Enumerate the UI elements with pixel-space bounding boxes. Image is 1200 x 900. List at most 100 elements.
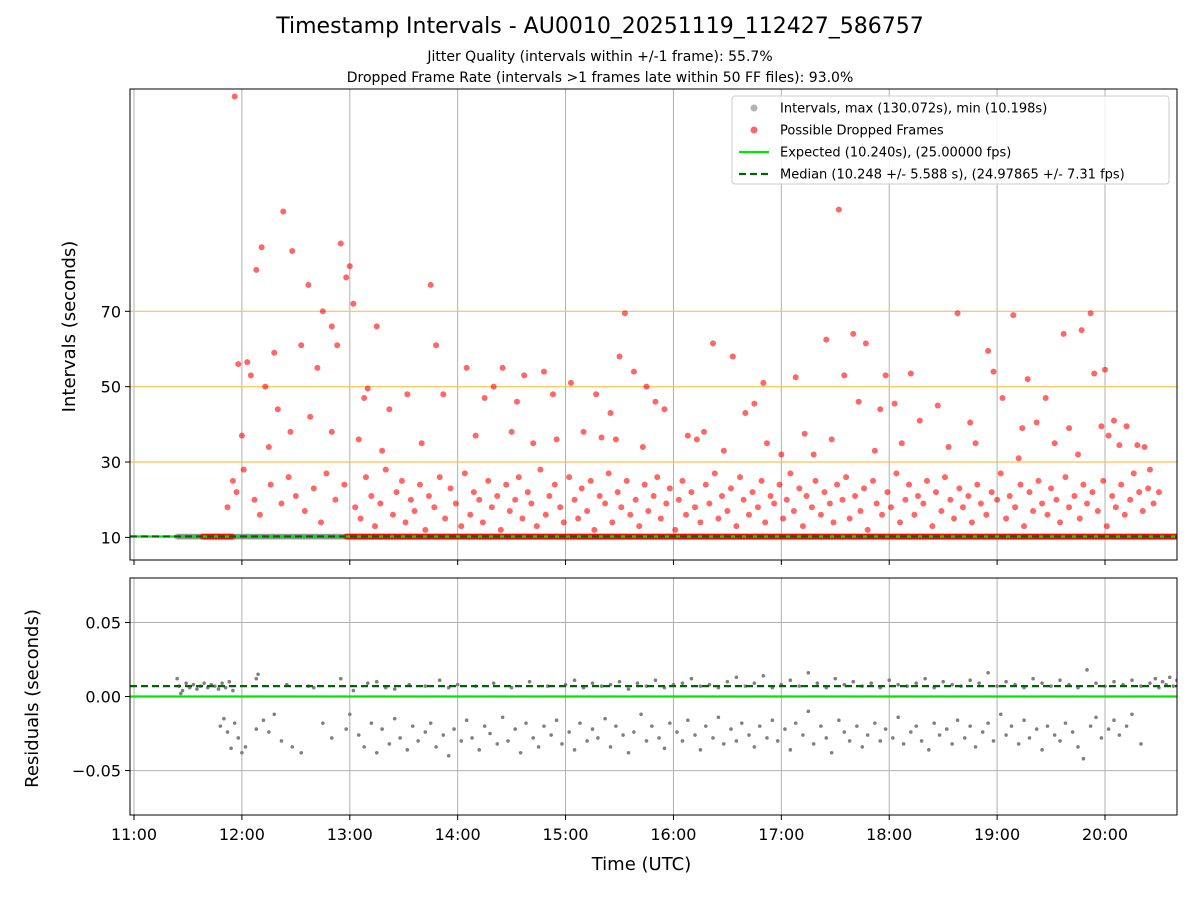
dropped-frame-point	[371, 523, 378, 530]
residual-point	[998, 712, 1003, 717]
x-tick-label: 11:00	[111, 825, 157, 844]
dropped-frame-point	[314, 364, 321, 371]
dropped-frame-point	[879, 511, 886, 518]
dropped-frame-point	[790, 508, 797, 515]
dropped-frame-point	[693, 436, 700, 443]
dropped-frame-point	[540, 368, 547, 375]
residual-point	[416, 739, 420, 743]
residual-point	[806, 671, 811, 675]
residual-point	[1167, 675, 1172, 680]
residual-point	[883, 727, 888, 731]
dropped-frame-point	[877, 406, 884, 413]
residual-point	[374, 750, 379, 755]
dropped-frame-point	[229, 477, 236, 484]
dropped-frame-point	[763, 440, 770, 447]
dropped-frame-point	[762, 519, 769, 526]
dropped-frame-point	[481, 394, 488, 401]
residual-point	[1004, 733, 1008, 737]
dropped-frame-point	[898, 440, 905, 447]
dropped-frame-point	[706, 500, 713, 507]
residual-point	[941, 679, 945, 684]
dropped-frame-point	[247, 372, 254, 379]
dropped-frame-point	[251, 496, 258, 503]
dropped-frame-point	[618, 504, 625, 511]
dropped-frame-point	[278, 500, 285, 507]
residual-point	[267, 730, 271, 734]
residual-point	[459, 739, 464, 743]
residual-point	[1040, 681, 1044, 685]
dropped-frame-point	[506, 508, 513, 515]
dropped-frame-point	[884, 489, 891, 496]
dropped-frame-point	[1048, 485, 1055, 492]
dropped-frame-point	[767, 492, 774, 499]
dropped-frame-point	[688, 489, 695, 496]
residual-point	[833, 676, 838, 681]
dropped-frame-point	[319, 308, 326, 315]
x-tick-label: 13:00	[327, 825, 373, 844]
residual-point	[1153, 676, 1158, 681]
residual-point	[222, 716, 226, 721]
residual-point	[617, 679, 622, 684]
dropped-frame-point	[292, 492, 299, 499]
legend-label: Median (10.248 +/- 5.588 s), (24.97865 +…	[780, 168, 1125, 183]
dropped-frame-point	[551, 481, 558, 488]
residual-point	[243, 745, 248, 749]
dropped-frame-point	[1024, 376, 1031, 383]
residual-point	[227, 679, 232, 684]
chart-title: Timestamp Intervals - AU0010_20251119_11…	[276, 14, 924, 39]
residual-point	[950, 742, 954, 746]
dropped-frame-point	[870, 477, 877, 484]
dropped-frame-point	[672, 526, 679, 533]
dropped-frame-point	[641, 481, 648, 488]
x-tick-label: 18:00	[866, 825, 912, 844]
residual-point	[851, 679, 856, 684]
dropped-frame-point	[751, 400, 758, 407]
residual-point	[338, 676, 343, 681]
residual-point	[599, 684, 604, 688]
dropped-frame-point	[1146, 466, 1153, 473]
dropped-frame-point	[843, 474, 850, 481]
dropped-frame-point	[911, 511, 918, 518]
dropped-frame-point	[560, 519, 567, 526]
dropped-frame-point	[235, 361, 242, 368]
x-tick-label: 20:00	[1082, 825, 1128, 844]
residual-point	[693, 733, 697, 737]
dropped-frame-point	[923, 477, 930, 484]
residual-point	[1027, 736, 1032, 740]
dropped-frame-point	[834, 481, 841, 488]
dropped-frame-point	[967, 419, 974, 426]
x-tick-label: 12:00	[219, 825, 265, 844]
dropped-frame-point	[828, 436, 835, 443]
residual-point	[184, 681, 188, 685]
residual-point	[962, 736, 967, 740]
dropped-frame-point	[528, 500, 535, 507]
dropped-frame-point	[233, 489, 240, 496]
dropped-frame-point	[907, 370, 914, 377]
dropped-frame-point	[1084, 500, 1091, 507]
residual-point	[590, 727, 595, 731]
residual-point	[513, 727, 518, 731]
residual-point	[873, 721, 877, 725]
dropped-frame-point	[999, 394, 1006, 401]
dropped-frame-point	[914, 492, 921, 499]
dropped-frame-point	[861, 485, 868, 492]
residual-point	[775, 739, 780, 743]
residual-point	[614, 724, 618, 728]
residual-point	[232, 721, 237, 725]
residual-point	[801, 733, 805, 737]
residual-point	[470, 736, 474, 740]
dropped-frame-point	[1089, 489, 1096, 496]
residual-point	[632, 730, 636, 734]
dropped-frame-point	[305, 281, 312, 288]
residual-point	[739, 721, 744, 725]
dropped-frame-point	[497, 526, 504, 533]
dropped-frame-point	[467, 511, 474, 518]
dropped-frame-point	[350, 300, 357, 307]
dropped-frame-point	[334, 342, 341, 349]
residual-point	[704, 724, 708, 728]
dropped-frame-point	[1118, 481, 1125, 488]
residual-point	[926, 748, 931, 752]
dropped-frame-point	[436, 474, 443, 481]
residual-point	[405, 748, 410, 752]
